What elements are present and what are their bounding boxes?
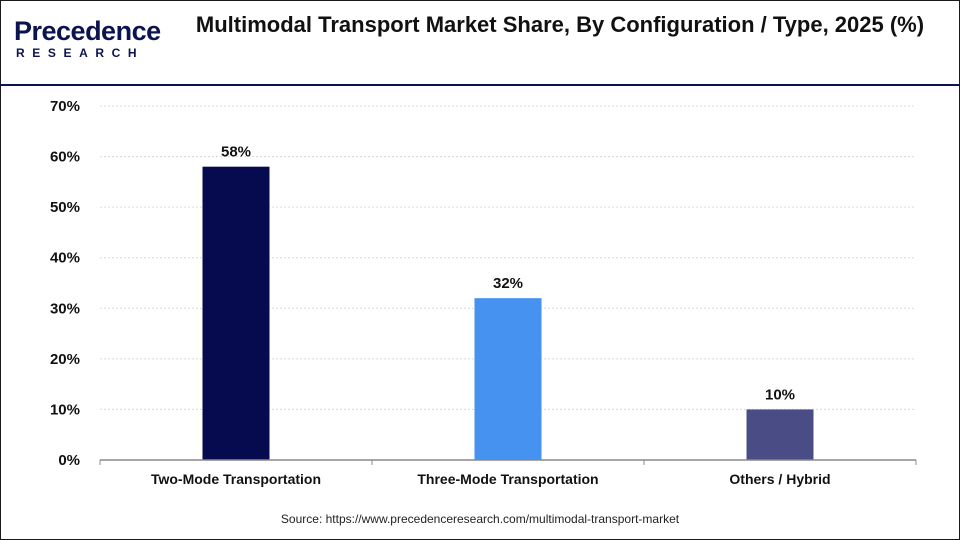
y-tick-label: 30%: [50, 300, 80, 317]
x-tick-label: Others / Hybrid: [729, 471, 830, 487]
y-tick-label: 10%: [50, 401, 80, 418]
x-axis: [99, 459, 917, 465]
y-tick-label: 0%: [58, 452, 80, 469]
logo-wordmark: Precedence: [14, 16, 161, 46]
chart-title: Multimodal Transport Market Share, By Co…: [195, 12, 925, 37]
x-tick-label: Two-Mode Transportation: [151, 471, 321, 487]
bar-chart: 0% 10% 20% 30% 40% 50% 60% 70% 58% 32% 10% Two-Mo…: [50, 98, 917, 487]
y-axis-ticks: 0% 10% 20% 30% 40% 50% 60% 70%: [50, 98, 80, 469]
y-tick-label: 70%: [50, 98, 80, 115]
x-tick-label: Three-Mode Transportation: [417, 471, 598, 487]
bars: [202, 166, 814, 460]
data-label: 32%: [493, 275, 523, 292]
logo-subtitle: RESEARCH: [16, 46, 145, 60]
y-tick-label: 40%: [50, 250, 80, 267]
data-label: 10%: [765, 386, 795, 403]
data-label: 58%: [221, 144, 251, 161]
brand-logo: Precedence RESEARCH: [14, 16, 164, 64]
y-tick-label: 50%: [50, 199, 80, 216]
bar-2: [474, 298, 542, 460]
bar-3: [746, 409, 814, 460]
y-tick-label: 20%: [50, 351, 80, 368]
source-note: Source: https://www.precedenceresearch.c…: [280, 512, 680, 526]
bar-1: [202, 166, 270, 460]
data-labels: 58% 32% 10%: [221, 144, 795, 404]
y-tick-label: 60%: [50, 149, 80, 166]
x-axis-ticks: Two-Mode Transportation Three-Mode Transp…: [151, 471, 831, 487]
header-divider: [0, 84, 960, 86]
header: Precedence RESEARCH Multimodal Transport…: [0, 0, 960, 84]
